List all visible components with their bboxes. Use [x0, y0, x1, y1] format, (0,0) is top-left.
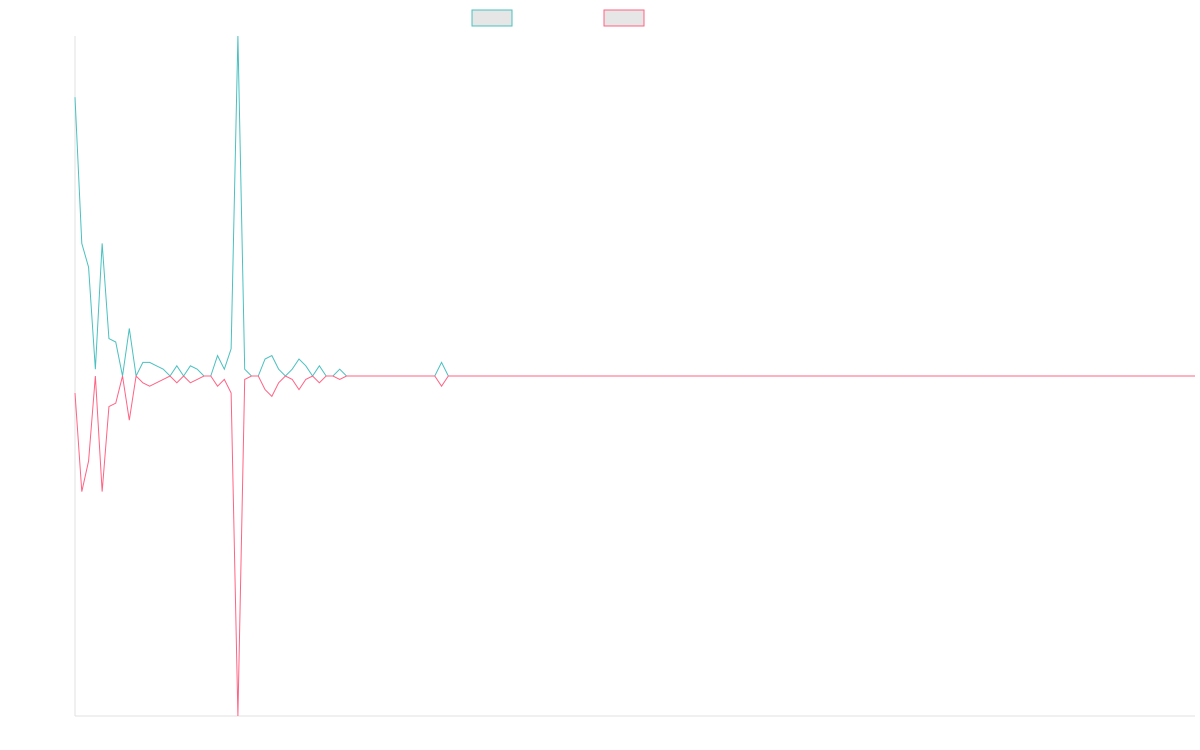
- legend-swatch: [603, 9, 645, 27]
- legend-swatch: [471, 9, 513, 27]
- series-line: [74, 35, 1195, 378]
- series-line: [74, 374, 1195, 717]
